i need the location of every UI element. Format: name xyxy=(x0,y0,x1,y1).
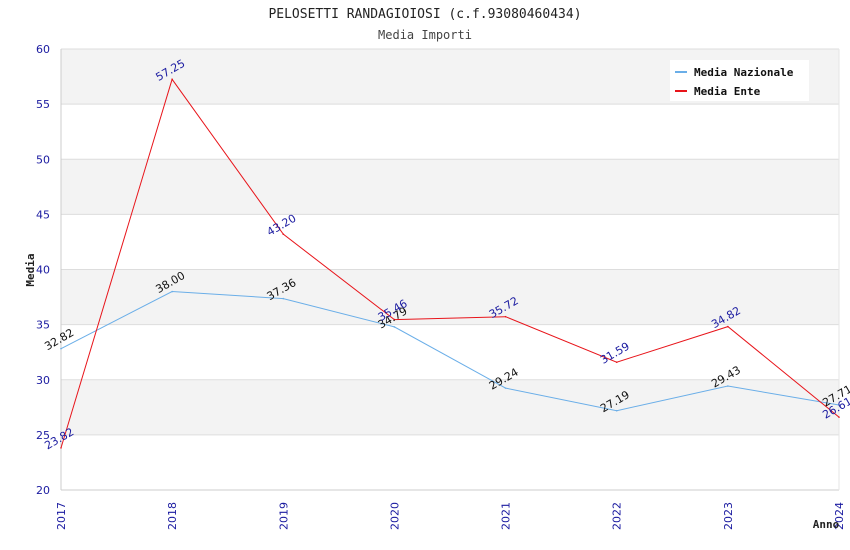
y-tick-label: 55 xyxy=(36,98,50,111)
x-axis-title: Anno xyxy=(813,518,840,531)
grid-band xyxy=(61,159,839,215)
grid-band xyxy=(61,434,839,490)
data-point xyxy=(393,326,396,328)
series-line xyxy=(60,78,840,449)
data-point xyxy=(504,387,507,389)
series-line xyxy=(60,290,840,412)
y-axis-ticks: 20 25 30 35 40 45 50 55 60 xyxy=(36,43,50,497)
x-tick-label: 2022 xyxy=(611,502,624,530)
data-point xyxy=(727,385,729,387)
x-tick-label: 2020 xyxy=(388,502,401,530)
x-tick-label: 2019 xyxy=(277,502,290,530)
data-point xyxy=(504,315,507,318)
grid-bands xyxy=(61,49,839,490)
y-tick-label: 60 xyxy=(36,43,50,56)
data-point xyxy=(171,78,173,81)
grid-band xyxy=(61,324,839,380)
data-point xyxy=(60,347,62,350)
legend: Media Nazionale Media Ente xyxy=(670,60,809,101)
grid-band xyxy=(61,379,839,435)
series-group xyxy=(60,78,840,449)
y-tick-label: 25 xyxy=(36,429,50,442)
data-point xyxy=(838,404,840,406)
x-axis-ticks: 2017 2018 2019 2020 2021 2022 2023 2024 xyxy=(55,502,846,530)
x-tick-label: 2023 xyxy=(722,502,735,530)
legend-box xyxy=(670,60,809,101)
x-tick-label: 2017 xyxy=(55,502,68,530)
data-point xyxy=(60,447,62,449)
legend-label: Media Nazionale xyxy=(694,66,794,79)
grid-band xyxy=(61,104,839,160)
grid-band xyxy=(61,214,839,270)
data-point xyxy=(282,233,285,236)
x-tick-label: 2018 xyxy=(166,502,179,530)
legend-label: Media Ente xyxy=(694,85,761,98)
x-tick-label: 2021 xyxy=(500,502,513,530)
y-tick-label: 20 xyxy=(36,484,50,497)
chart-subtitle: Media Importi xyxy=(378,28,472,42)
y-tick-label: 50 xyxy=(36,153,50,166)
y-axis-title: Media xyxy=(24,253,37,286)
data-point xyxy=(838,416,840,418)
y-tick-label: 30 xyxy=(36,374,50,387)
y-tick-label: 40 xyxy=(36,264,50,277)
y-tick-label: 45 xyxy=(36,208,50,221)
data-point xyxy=(615,409,618,412)
data-point xyxy=(282,297,285,300)
data-point xyxy=(727,325,729,328)
gridlines xyxy=(60,48,840,491)
data-point xyxy=(171,290,173,293)
chart-title: PELOSETTI RANDAGIOIOSI (c.f.93080460434) xyxy=(268,7,581,22)
grid-band xyxy=(61,269,839,325)
y-tick-label: 35 xyxy=(36,319,50,332)
data-point xyxy=(393,318,396,321)
x-tick-label: 2024 xyxy=(833,502,846,530)
data-point xyxy=(615,361,618,364)
